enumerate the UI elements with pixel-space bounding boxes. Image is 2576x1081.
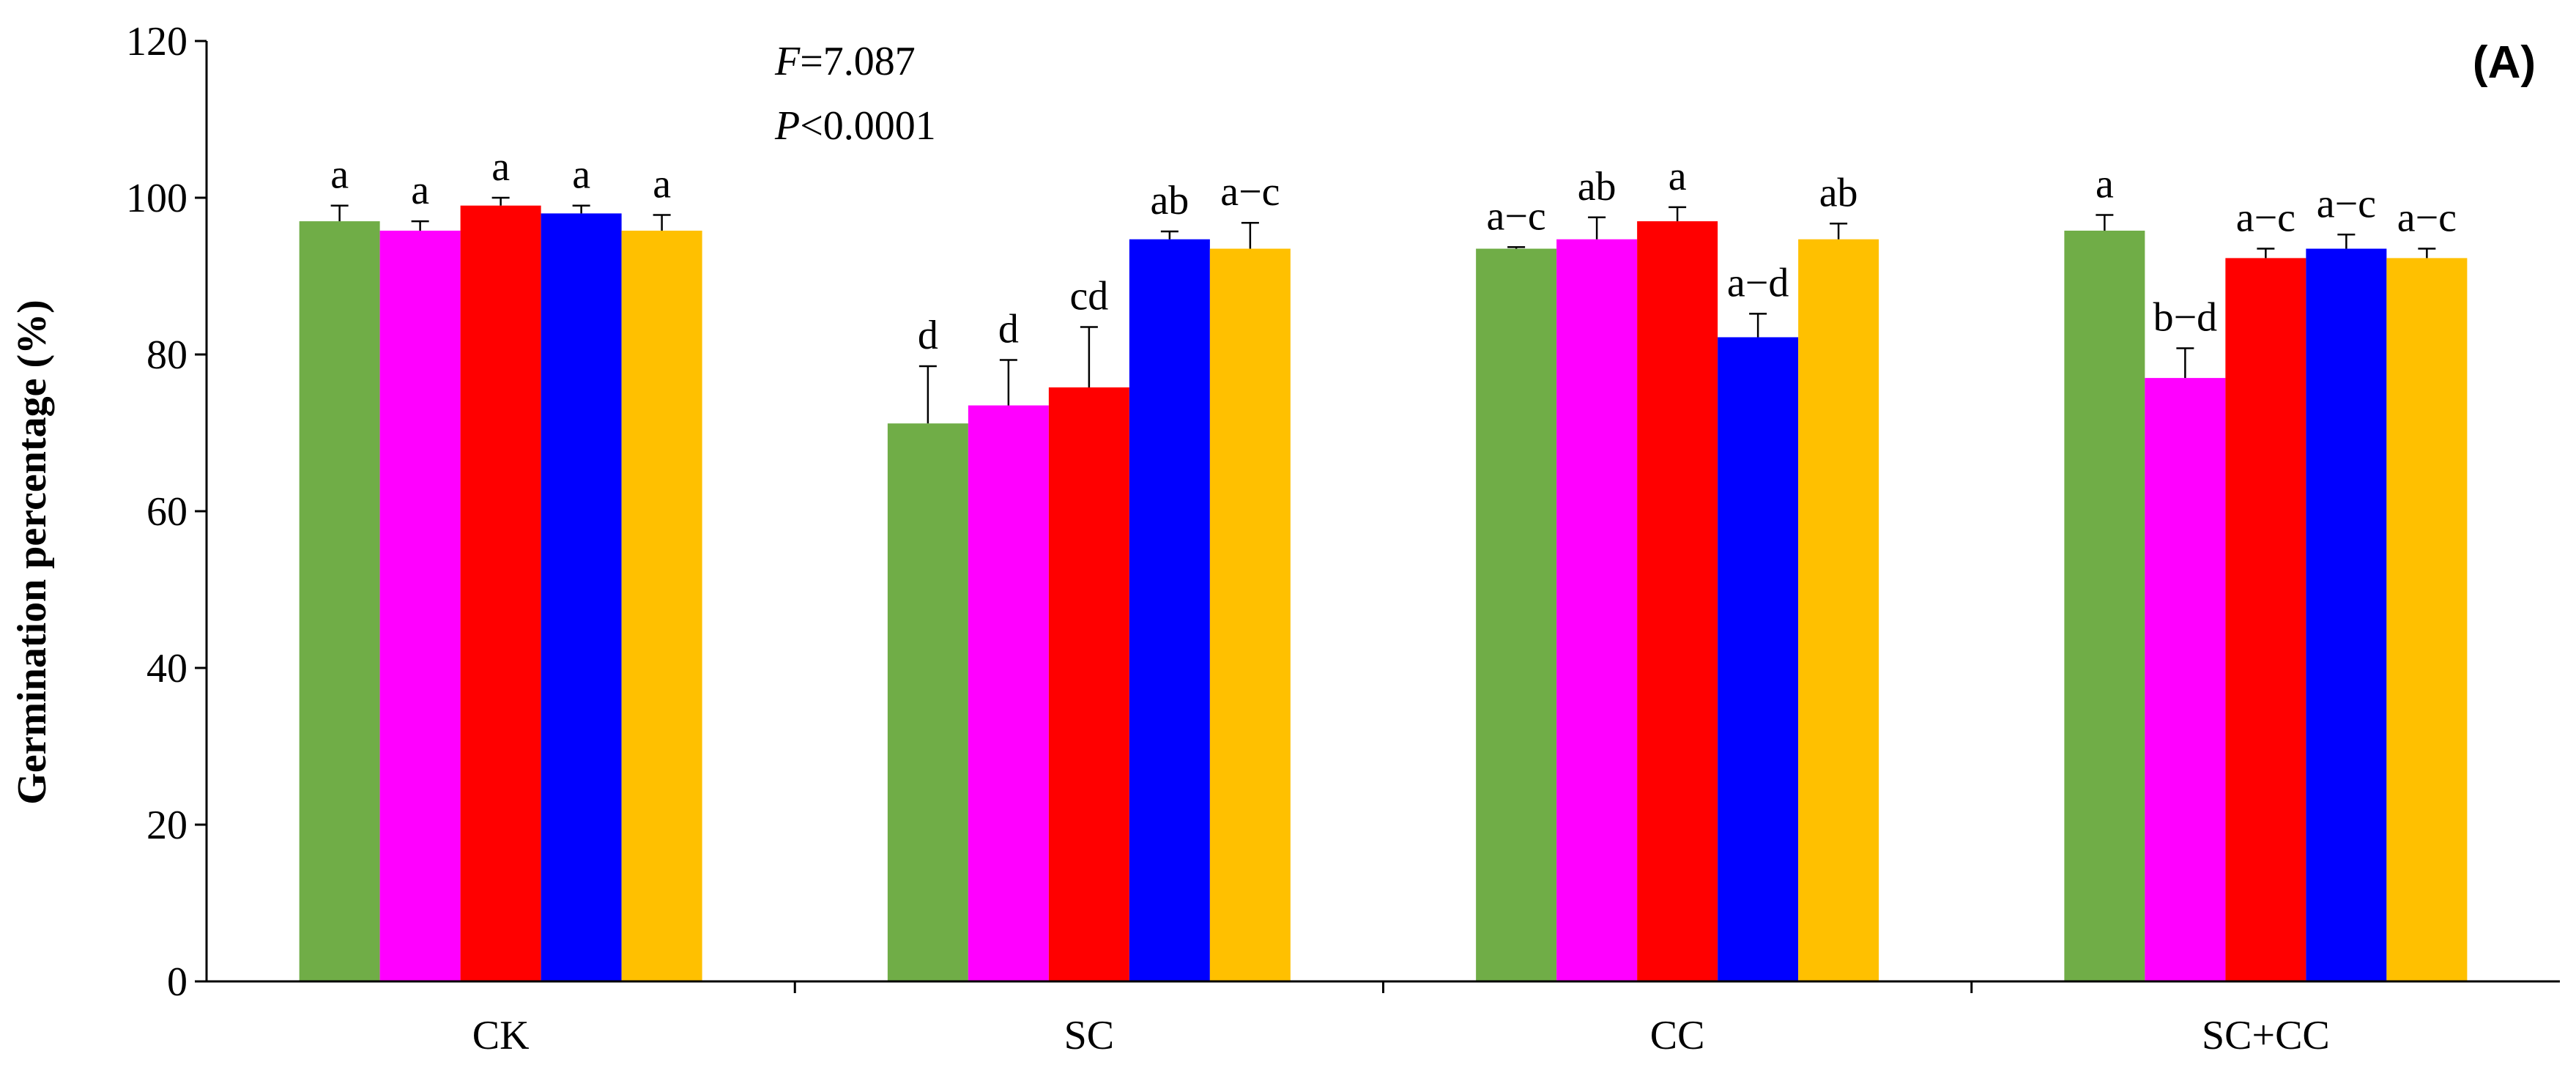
significance-label: a−d — [1727, 260, 1789, 305]
f-symbol: F — [774, 39, 801, 84]
bar — [2306, 248, 2387, 981]
significance-label: d — [918, 313, 938, 358]
significance-label: ab — [1150, 178, 1189, 223]
bar — [1048, 387, 1129, 981]
bar — [1718, 337, 1799, 982]
significance-label: a−c — [2317, 181, 2376, 226]
p-value: P<0.0001 — [774, 103, 936, 149]
panel-label: (A) — [2473, 37, 2536, 88]
y-tick-label: 120 — [126, 19, 188, 64]
y-tick-label: 0 — [167, 959, 188, 1005]
bar — [1129, 239, 1210, 982]
bar — [379, 230, 461, 982]
significance-label: ab — [1819, 170, 1858, 215]
bar — [299, 221, 380, 982]
bar — [460, 205, 541, 982]
significance-label: a — [653, 162, 671, 207]
category-label: CK — [472, 1013, 530, 1058]
bar — [1637, 221, 1718, 982]
bar — [1798, 239, 1879, 982]
y-axis-title: Germination percentage (%) — [10, 300, 55, 804]
significance-labels: a a a a a d d cd ab a−c a−c ab a a−d ab a b−d a−c a−c a−c — [330, 144, 2457, 358]
significance-label: a−c — [2397, 196, 2457, 241]
significance-label: a — [1669, 154, 1687, 199]
y-tick-label: 20 — [146, 803, 188, 848]
significance-label: a — [411, 168, 429, 213]
bar — [2145, 378, 2226, 981]
f-value: =7.087 — [800, 39, 916, 84]
error-bars — [330, 196, 2436, 424]
bar — [887, 423, 968, 981]
bar — [968, 405, 1049, 981]
bar — [1209, 248, 1291, 981]
bars — [299, 205, 2468, 982]
p-symbol: P — [774, 103, 800, 149]
y-tick-label: 80 — [146, 333, 188, 378]
y-axis-ticks: 0 20 40 60 80 100 120 — [126, 19, 207, 1005]
y-tick-label: 60 — [146, 489, 188, 535]
bar — [2225, 258, 2306, 981]
p-value-text: <0.0001 — [800, 103, 936, 149]
bar — [1556, 239, 1638, 982]
significance-label: a — [572, 152, 590, 198]
bar — [621, 230, 702, 982]
bar — [541, 213, 622, 981]
significance-label: a — [2096, 162, 2114, 207]
significance-label: cd — [1069, 274, 1108, 319]
y-tick-label: 100 — [126, 176, 188, 221]
significance-label: ab — [1578, 164, 1617, 209]
x-axis-categories: CK SC CC SC+CC — [472, 981, 2330, 1058]
bar — [2386, 258, 2468, 981]
significance-label: a−c — [2236, 196, 2295, 241]
significance-label: a — [330, 152, 349, 198]
significance-label: b−d — [2153, 294, 2218, 340]
category-label: CC — [1650, 1013, 1705, 1058]
category-label: SC — [1064, 1013, 1115, 1058]
significance-label: a−c — [1486, 193, 1545, 239]
significance-label: d — [998, 306, 1019, 352]
bar — [2064, 230, 2145, 982]
category-label: SC+CC — [2202, 1013, 2330, 1058]
significance-label: a — [491, 144, 510, 190]
y-tick-label: 40 — [146, 646, 188, 691]
significance-label: a−c — [1220, 169, 1280, 215]
bar — [1476, 248, 1557, 981]
f-statistic: F=7.087 — [774, 39, 916, 84]
